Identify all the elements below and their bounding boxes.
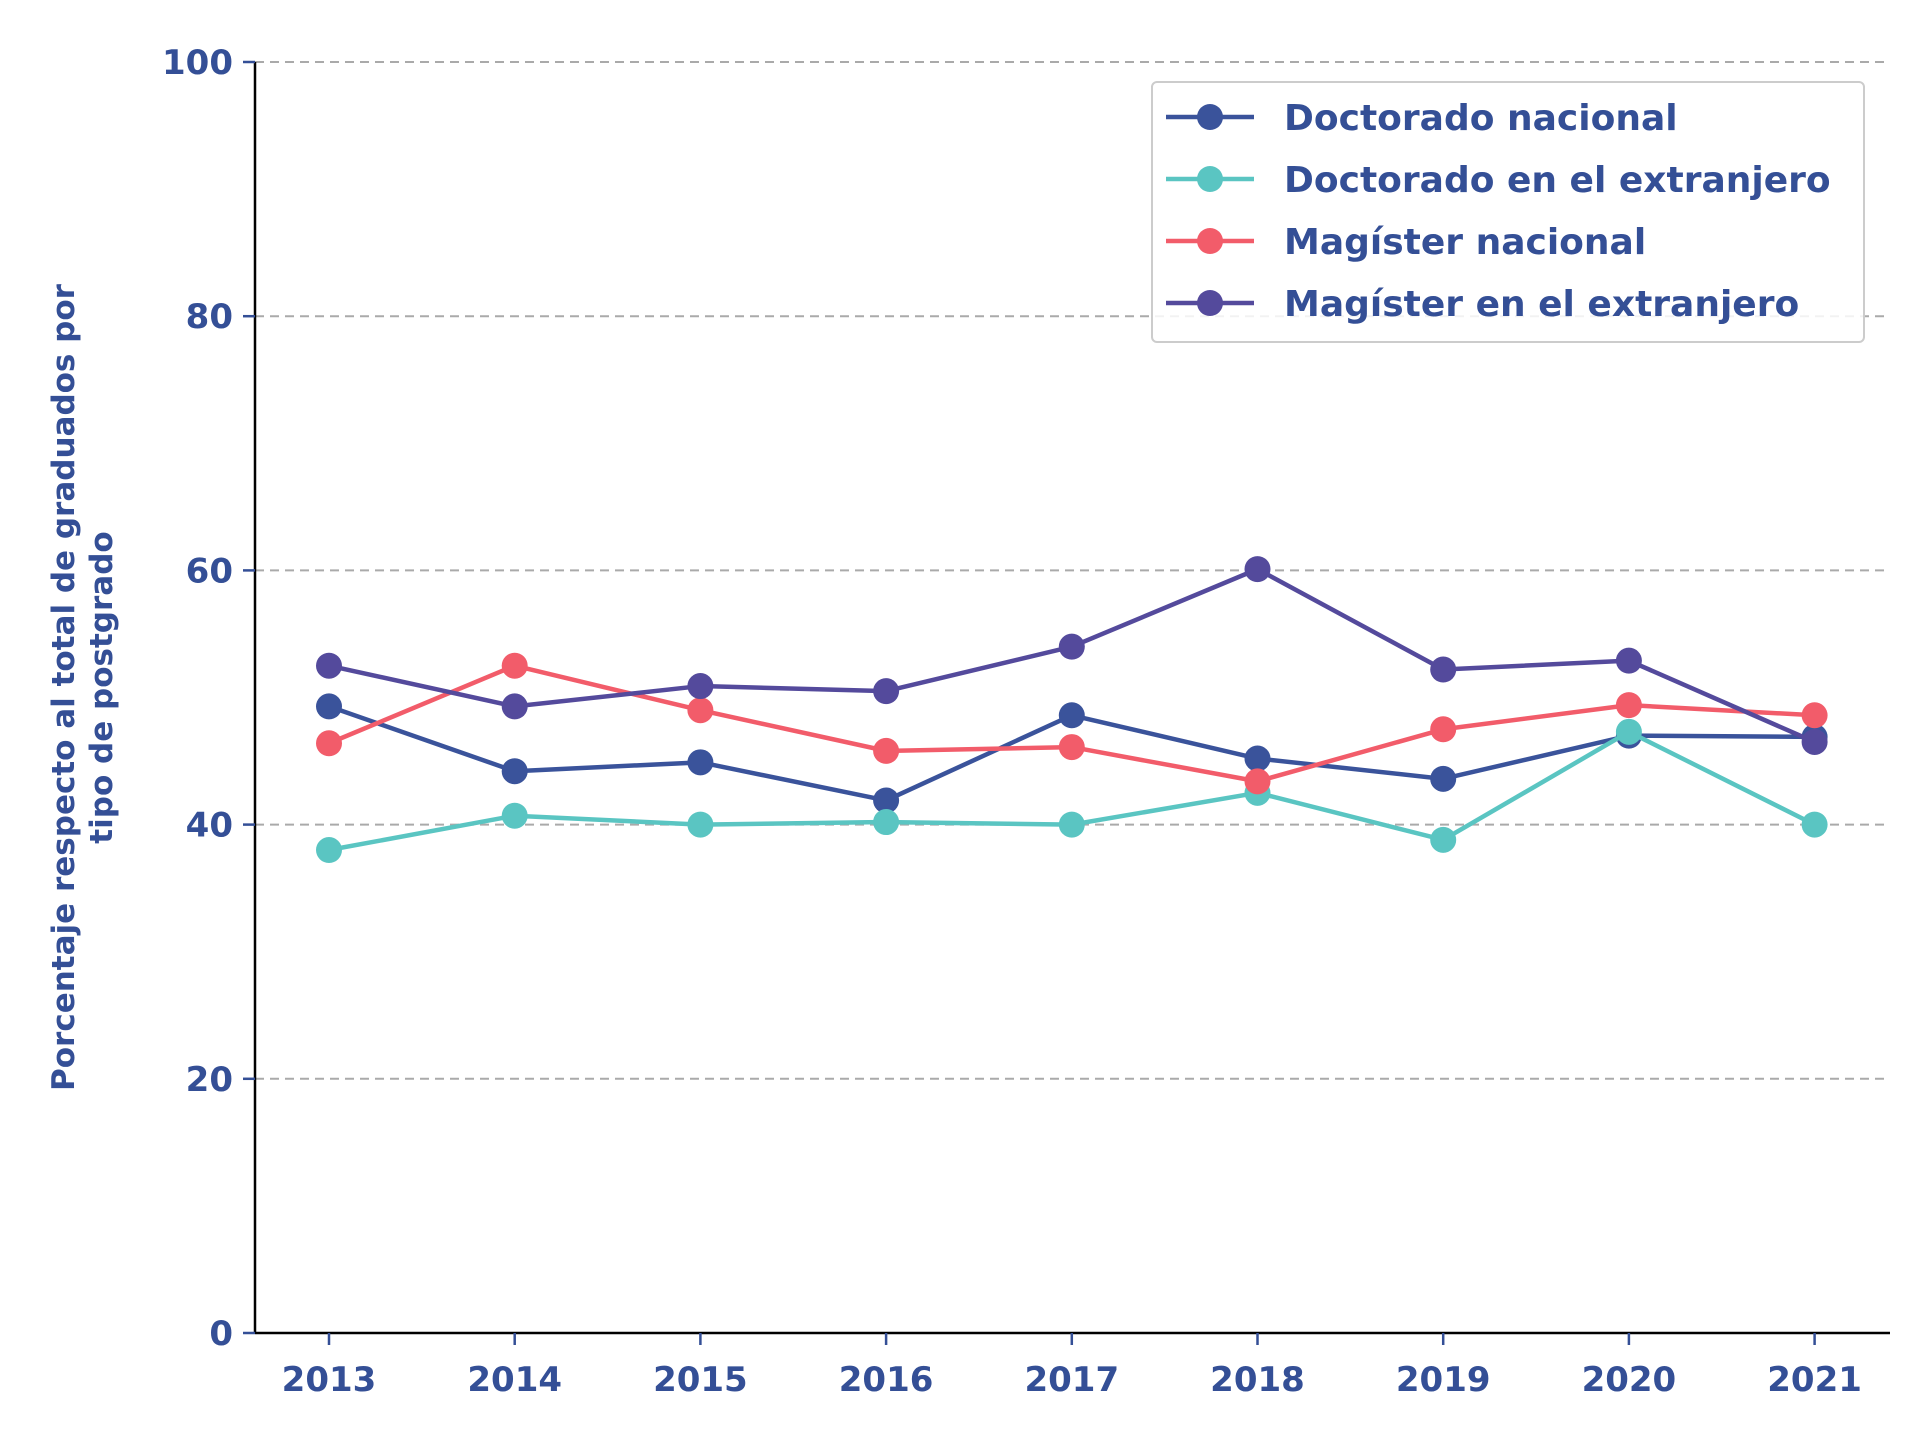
y-axis-ticks: 0 20 40 60 80 100 [162,43,255,1354]
x-tick-label-2018: 2018 [1210,1360,1305,1400]
data-point-3-2018 [1244,768,1271,795]
x-tick-label-2015: 2015 [653,1360,748,1400]
data-point-2-2021 [1801,811,1828,838]
y-axis-title-line-1: Porcentaje respecto al total de graduado… [46,283,82,1091]
data-point-4-2020 [1615,647,1642,674]
data-point-2-2016 [873,809,900,836]
y-tick-label-20: 20 [186,1060,233,1100]
data-point-3-2019 [1430,716,1457,743]
data-point-3-2016 [873,737,900,764]
x-tick-label-2016: 2016 [839,1360,934,1400]
legend-item-1: Doctorado nacional [1166,98,1678,139]
legend-marker-2 [1197,166,1223,192]
data-point-3-2017 [1058,734,1085,761]
data-point-1-2019 [1430,765,1457,792]
data-point-1-2017 [1058,702,1085,729]
data-point-2-2015 [687,811,714,838]
series-3 [316,652,1828,795]
x-tick-label-2020: 2020 [1582,1360,1677,1400]
y-axis-title: Porcentaje respecto al total de graduado… [46,283,120,1091]
y-axis-title-line-2: tipo de postgrado [84,531,120,843]
data-point-4-2018 [1244,556,1271,583]
data-point-4-2013 [316,652,342,679]
x-axis-ticks: 2013 2014 2015 2016 2017 2018 2019 2020 2021 [282,1333,1862,1400]
data-point-1-2016 [873,787,900,814]
data-point-3-2013 [316,730,342,757]
data-point-3-2015 [687,697,714,724]
legend-label-3: Magíster nacional [1284,222,1646,263]
data-point-3-2014 [501,652,528,679]
legend-marker-4 [1197,290,1223,316]
y-tick-label-40: 40 [186,806,233,846]
data-point-2-2019 [1430,826,1457,853]
x-tick-label-2019: 2019 [1396,1360,1491,1400]
data-point-3-2021 [1801,702,1828,729]
series-2 [316,718,1828,864]
data-point-4-2016 [873,678,900,705]
data-point-1-2015 [687,749,714,776]
legend-item-3: Magíster nacional [1166,222,1646,263]
data-point-4-2021 [1801,728,1828,755]
y-tick-label-80: 80 [186,297,233,337]
data-point-3-2020 [1615,692,1642,719]
legend-box [1151,81,1865,343]
data-point-4-2017 [1058,633,1085,660]
legend-item-2: Doctorado en el extranjero [1166,160,1831,201]
legend-label-2: Doctorado en el extranjero [1284,160,1831,201]
legend-item-4: Magíster en el extranjero [1166,284,1799,325]
legend-label-4: Magíster en el extranjero [1284,284,1799,325]
data-point-4-2014 [501,693,528,720]
legend-label-1: Doctorado nacional [1284,98,1678,139]
series-4 [316,556,1828,755]
legend-marker-1 [1197,104,1223,130]
series-1 [316,693,1828,814]
x-tick-label-2013: 2013 [282,1360,377,1400]
data-point-1-2014 [501,758,528,785]
data-point-2-2014 [501,802,528,829]
data-point-4-2015 [687,673,714,700]
data-point-1-2018 [1244,745,1271,772]
x-tick-label-2017: 2017 [1024,1360,1119,1400]
data-point-2-2013 [316,837,342,864]
y-tick-label-100: 100 [162,43,233,83]
legend-marker-3 [1197,228,1223,254]
data-point-4-2019 [1430,656,1457,683]
y-tick-label-0: 0 [209,1314,233,1354]
series-group [316,556,1828,864]
y-tick-label-60: 60 [186,551,233,591]
legend: Doctorado nacional Doctorado en el extran… [1151,81,1865,343]
data-point-2-2020 [1615,718,1642,745]
x-tick-label-2021: 2021 [1767,1360,1862,1400]
data-point-2-2017 [1058,811,1085,838]
x-tick-label-2014: 2014 [467,1360,562,1400]
data-point-1-2013 [316,693,342,720]
